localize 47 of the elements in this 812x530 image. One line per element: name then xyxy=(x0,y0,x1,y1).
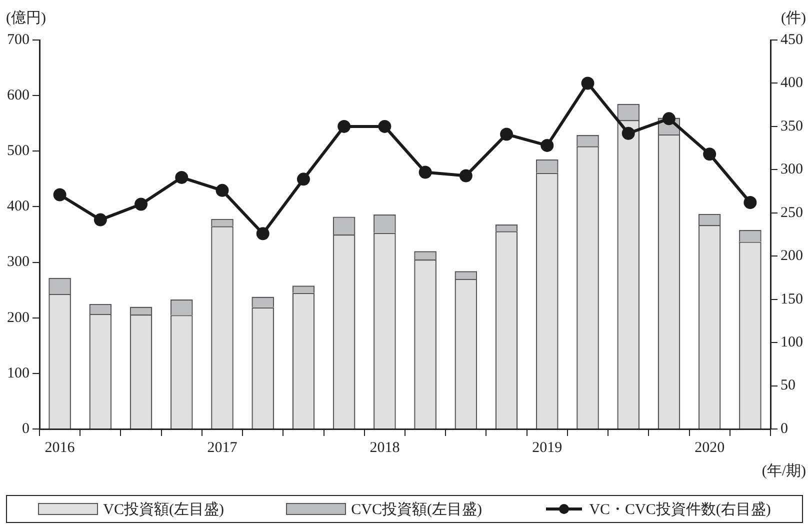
point xyxy=(744,196,757,210)
point xyxy=(622,126,635,140)
legend-label: VC投資額(左目盛) xyxy=(103,500,224,518)
y-axis-title: (億円) xyxy=(6,9,46,26)
point xyxy=(703,148,716,161)
legend-label: CVC投資額(左目盛) xyxy=(351,500,482,518)
y-tick-label: 600 xyxy=(7,88,30,104)
point xyxy=(216,184,229,197)
y-tick-label: 200 xyxy=(7,310,30,326)
y2-tick-label: 400 xyxy=(780,75,803,92)
point xyxy=(540,138,554,152)
x-tick-label: 2018 xyxy=(370,440,400,456)
point xyxy=(94,213,107,226)
point xyxy=(459,169,472,182)
point xyxy=(53,188,66,202)
point xyxy=(175,170,188,184)
y2-tick-label: 0 xyxy=(780,420,788,437)
x-tick-label: 2017 xyxy=(207,440,238,456)
y-tick-label: 100 xyxy=(7,365,30,382)
y-tick-label: 700 xyxy=(7,32,30,48)
y-tick-label: 400 xyxy=(7,198,30,215)
x-tick-label: 2020 xyxy=(694,440,725,456)
y-tick-label: 300 xyxy=(7,254,30,270)
point xyxy=(581,76,594,90)
y2-tick-label: 50 xyxy=(780,378,796,394)
y2-axis-title: (件) xyxy=(781,10,806,26)
x-tick-label: 2019 xyxy=(532,440,562,456)
y-tick-label: 500 xyxy=(7,143,30,160)
point xyxy=(662,112,676,126)
y2-tick-label: 100 xyxy=(780,334,803,350)
point xyxy=(378,120,392,133)
y2-tick-label: 450 xyxy=(780,32,803,48)
y2-tick-label: 300 xyxy=(780,162,803,178)
y2-tick-label: 250 xyxy=(780,204,803,221)
point xyxy=(338,120,351,133)
point xyxy=(296,172,310,186)
y-tick-label: 0 xyxy=(22,420,30,437)
point xyxy=(256,227,270,240)
y2-tick-label: 150 xyxy=(780,291,803,308)
legend-label: VC・CVC投資件数(右目盛) xyxy=(589,500,771,518)
y2-tick-label: 200 xyxy=(780,248,803,264)
y2-tick-label: 350 xyxy=(780,118,803,134)
point xyxy=(418,166,432,179)
point xyxy=(500,128,514,141)
x-tick-label: 2016 xyxy=(44,440,76,456)
point xyxy=(134,198,148,211)
x-axis-title: (年/期) xyxy=(762,462,806,480)
